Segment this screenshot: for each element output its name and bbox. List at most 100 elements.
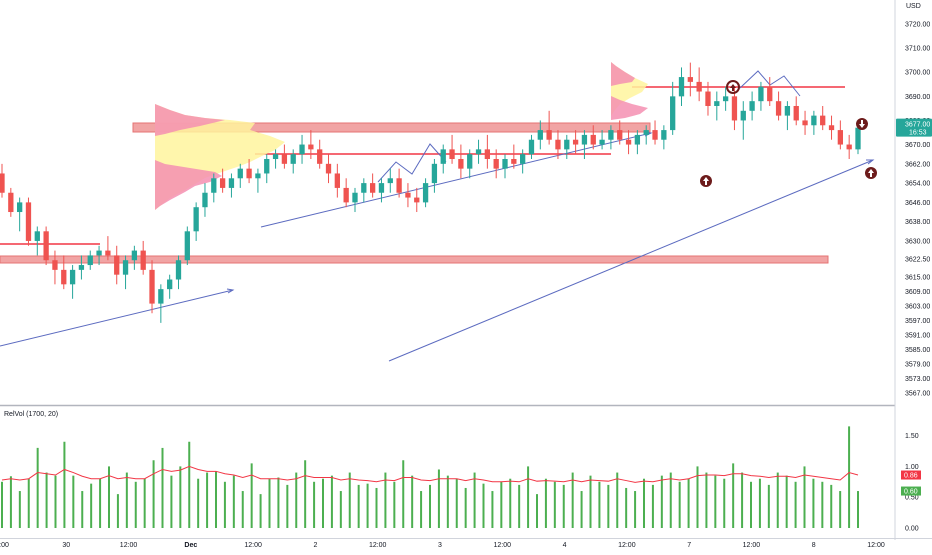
candle[interactable] xyxy=(740,101,746,140)
candle[interactable] xyxy=(811,110,817,135)
candle[interactable] xyxy=(537,120,543,150)
candle[interactable] xyxy=(405,183,411,208)
candle[interactable] xyxy=(149,260,155,314)
candle[interactable] xyxy=(820,105,826,131)
candle[interactable] xyxy=(281,144,288,169)
candle[interactable] xyxy=(643,125,649,145)
candle[interactable] xyxy=(564,134,570,160)
price-axis[interactable]: USD 3720.003710.003700.003690.003680.003… xyxy=(894,0,932,540)
candle[interactable] xyxy=(140,240,146,275)
candle[interactable] xyxy=(237,163,243,188)
candle[interactable] xyxy=(317,139,323,169)
candle[interactable] xyxy=(378,178,385,203)
candle[interactable] xyxy=(652,120,658,145)
trendline-long[interactable] xyxy=(388,159,874,362)
candle[interactable] xyxy=(114,245,120,285)
candle[interactable] xyxy=(520,149,526,174)
arrow-up-marker-1[interactable] xyxy=(700,175,712,187)
candle[interactable] xyxy=(87,250,93,270)
trendline-lower-left[interactable] xyxy=(0,289,234,347)
candle[interactable] xyxy=(105,236,111,261)
arrow-up-marker-2[interactable] xyxy=(865,167,877,179)
candle[interactable] xyxy=(52,250,58,285)
candle[interactable] xyxy=(793,96,799,126)
candle[interactable] xyxy=(775,91,782,121)
indicator-title[interactable]: RelVol (1700, 20) xyxy=(4,411,58,418)
candle[interactable] xyxy=(687,62,693,97)
candle[interactable] xyxy=(25,197,32,246)
circle-arrow-marker[interactable] xyxy=(726,80,740,94)
candle[interactable] xyxy=(61,255,67,290)
candle[interactable] xyxy=(255,168,261,193)
resistance-zone[interactable] xyxy=(132,122,651,133)
candle[interactable] xyxy=(696,67,702,102)
candle[interactable] xyxy=(396,168,402,198)
candle[interactable] xyxy=(0,163,5,198)
candle[interactable] xyxy=(722,86,729,111)
candle[interactable] xyxy=(572,130,579,155)
candle[interactable] xyxy=(467,149,473,179)
candle[interactable] xyxy=(784,101,791,131)
candle[interactable] xyxy=(184,226,190,266)
candle[interactable] xyxy=(193,202,199,241)
candle[interactable] xyxy=(484,134,491,169)
candle[interactable] xyxy=(846,134,852,160)
candle[interactable] xyxy=(264,154,270,184)
candle[interactable] xyxy=(422,178,429,208)
candle[interactable] xyxy=(69,265,76,299)
candle[interactable] xyxy=(581,130,588,160)
candle[interactable] xyxy=(272,149,279,169)
candle[interactable] xyxy=(387,168,393,193)
candle[interactable] xyxy=(661,125,667,150)
candle[interactable] xyxy=(211,173,217,203)
candle[interactable] xyxy=(228,173,235,198)
trendline-middle[interactable] xyxy=(260,132,652,228)
candle[interactable] xyxy=(246,159,252,184)
candle[interactable] xyxy=(158,284,164,323)
candle[interactable] xyxy=(325,154,332,184)
candle[interactable] xyxy=(837,120,843,150)
time-axis[interactable]: :00 30 12:00 Dec 12:00 2 12:00 3 12:00 4 12:00 7 12:… xyxy=(0,538,932,550)
candle[interactable] xyxy=(608,125,614,150)
candle[interactable] xyxy=(167,274,173,299)
candle[interactable] xyxy=(17,197,23,232)
candle[interactable] xyxy=(493,149,499,179)
arrow-down-marker[interactable] xyxy=(856,118,868,130)
candle[interactable] xyxy=(369,173,376,198)
candle[interactable] xyxy=(749,91,755,121)
candle[interactable] xyxy=(705,81,711,116)
candle[interactable] xyxy=(290,149,296,174)
candle[interactable] xyxy=(431,159,438,193)
volume-profile-left[interactable] xyxy=(155,104,285,210)
candle[interactable] xyxy=(78,255,85,280)
candle[interactable] xyxy=(599,130,605,150)
candle[interactable] xyxy=(449,134,455,164)
candle[interactable] xyxy=(802,110,808,135)
candle[interactable] xyxy=(308,130,314,160)
candle[interactable] xyxy=(219,168,226,193)
support-zone[interactable] xyxy=(0,255,829,264)
candle[interactable] xyxy=(555,130,561,160)
candle[interactable] xyxy=(590,125,596,150)
candle[interactable] xyxy=(714,91,720,121)
candle[interactable] xyxy=(34,226,40,256)
candle[interactable] xyxy=(414,187,420,213)
candle[interactable] xyxy=(361,178,367,203)
candle[interactable] xyxy=(617,120,623,145)
volume-profile-right[interactable] xyxy=(611,62,648,120)
candle[interactable] xyxy=(458,144,464,179)
candle[interactable] xyxy=(334,163,340,198)
candle[interactable] xyxy=(131,245,138,270)
candle[interactable] xyxy=(96,245,102,266)
candle[interactable] xyxy=(546,110,552,145)
candle[interactable] xyxy=(202,183,208,217)
candle[interactable] xyxy=(625,130,632,155)
candle[interactable] xyxy=(475,139,482,164)
candle[interactable] xyxy=(502,154,508,179)
candle[interactable] xyxy=(352,187,358,213)
candle[interactable] xyxy=(43,226,49,266)
candle[interactable] xyxy=(440,144,446,174)
candle[interactable] xyxy=(8,187,14,217)
